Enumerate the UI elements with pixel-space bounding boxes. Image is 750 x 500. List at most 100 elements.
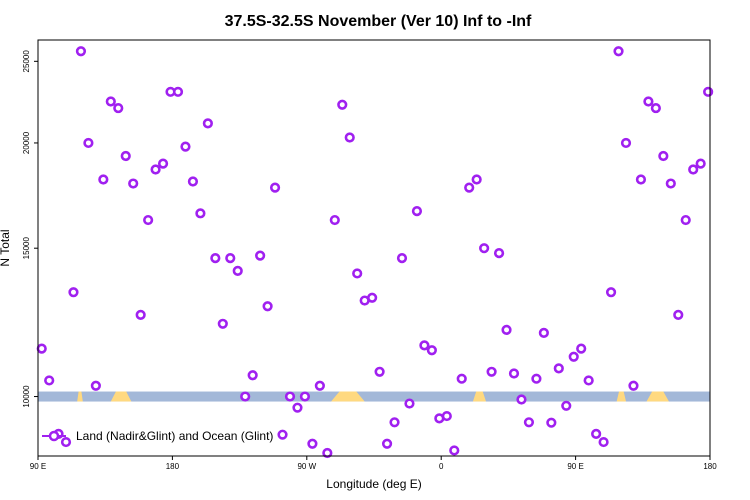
data-point: [329, 214, 340, 226]
legend-marker-symbol: [48, 430, 60, 442]
land-patch: [331, 391, 365, 402]
data-point: [90, 380, 101, 391]
data-point: [650, 102, 661, 114]
data-point: [419, 340, 430, 351]
data-point: [240, 391, 251, 402]
data-point: [658, 150, 669, 162]
data-point: [426, 345, 437, 356]
data-point: [135, 309, 146, 321]
y-tick-label: 20000: [22, 131, 31, 154]
data-point: [613, 46, 624, 57]
data-point: [374, 366, 385, 377]
data-point: [561, 400, 572, 411]
data-point: [665, 178, 676, 189]
data-point: [508, 368, 520, 379]
data-point: [703, 86, 714, 97]
data-point: [620, 137, 632, 149]
data-point: [381, 438, 393, 449]
data-point: [576, 343, 587, 354]
data-point: [255, 250, 266, 261]
data-point: [568, 351, 579, 362]
ocean-band: [38, 391, 710, 402]
data-point: [352, 268, 363, 279]
data-point: [471, 174, 482, 185]
data-point: [157, 158, 169, 169]
data-point: [479, 243, 490, 254]
data-point: [516, 394, 527, 405]
data-point: [150, 164, 161, 175]
data-point: [172, 86, 184, 97]
data-point: [553, 363, 564, 374]
x-tick-label: 0: [439, 462, 444, 471]
data-point: [546, 417, 557, 428]
data-point: [44, 375, 55, 386]
land-patch: [616, 391, 626, 402]
data-point: [187, 176, 199, 187]
data-point: [411, 206, 423, 217]
data-point: [217, 318, 228, 329]
data-point: [269, 182, 281, 193]
data-point: [456, 373, 467, 384]
data-point: [605, 287, 617, 298]
data-point: [307, 438, 318, 449]
land-patch: [472, 391, 486, 402]
data-point: [60, 436, 72, 448]
data-point: [531, 373, 542, 384]
y-tick-label: 10000: [22, 385, 31, 408]
data-point: [688, 164, 699, 175]
data-point: [98, 174, 109, 185]
data-point: [128, 178, 139, 189]
data-point: [635, 174, 647, 185]
data-point: [695, 158, 706, 169]
x-tick-label: 90 W: [297, 462, 316, 471]
x-tick-label: 180: [703, 462, 717, 471]
legend: Land (Nadir&Glint) and Ocean (Glint): [42, 429, 273, 443]
chart-title: 37.5S-32.5S November (Ver 10) Inf to -In…: [225, 13, 532, 30]
data-point: [486, 366, 497, 377]
data-point: [643, 96, 654, 107]
land-patch: [77, 391, 83, 402]
data-point: [277, 429, 288, 440]
plot-area: [36, 46, 714, 459]
data-point: [120, 150, 131, 162]
data-point: [598, 436, 609, 448]
legend-label: Land (Nadir&Glint) and Ocean (Glint): [76, 429, 273, 443]
data-point: [314, 380, 325, 391]
data-point: [396, 252, 408, 264]
data-point: [493, 248, 505, 259]
data-point: [628, 380, 639, 391]
data-point: [449, 445, 460, 456]
data-point: [113, 102, 124, 114]
data-point: [583, 375, 594, 386]
data-point: [299, 391, 311, 402]
data-point: [105, 96, 116, 107]
x-tick-label: 180: [166, 462, 180, 471]
data-point: [225, 252, 236, 264]
data-point: [68, 287, 79, 298]
data-point: [367, 292, 378, 303]
data-point: [680, 214, 691, 226]
y-axis-label: N Total: [0, 229, 12, 266]
x-tick-label: 90 E: [567, 462, 583, 471]
data-point: [673, 309, 684, 321]
land-patch: [646, 391, 669, 402]
data-point: [202, 118, 213, 129]
data-point: [83, 137, 94, 149]
data-point: [143, 214, 154, 226]
data-point: [344, 132, 355, 143]
data-point: [591, 428, 602, 439]
data-point: [523, 417, 535, 428]
data-point: [404, 398, 415, 409]
data-point: [292, 402, 303, 413]
x-tick-label: 90 E: [30, 462, 46, 471]
data-point: [389, 417, 400, 428]
data-point: [501, 324, 512, 335]
data-point: [441, 410, 452, 422]
y-tick-label: 25000: [22, 50, 31, 73]
data-point: [180, 141, 191, 152]
land-patch: [110, 391, 132, 402]
data-point: [538, 327, 549, 339]
data-point: [247, 370, 258, 381]
y-tick-label: 15000: [22, 237, 31, 260]
x-axis-label: Longitude (deg E): [326, 477, 421, 491]
